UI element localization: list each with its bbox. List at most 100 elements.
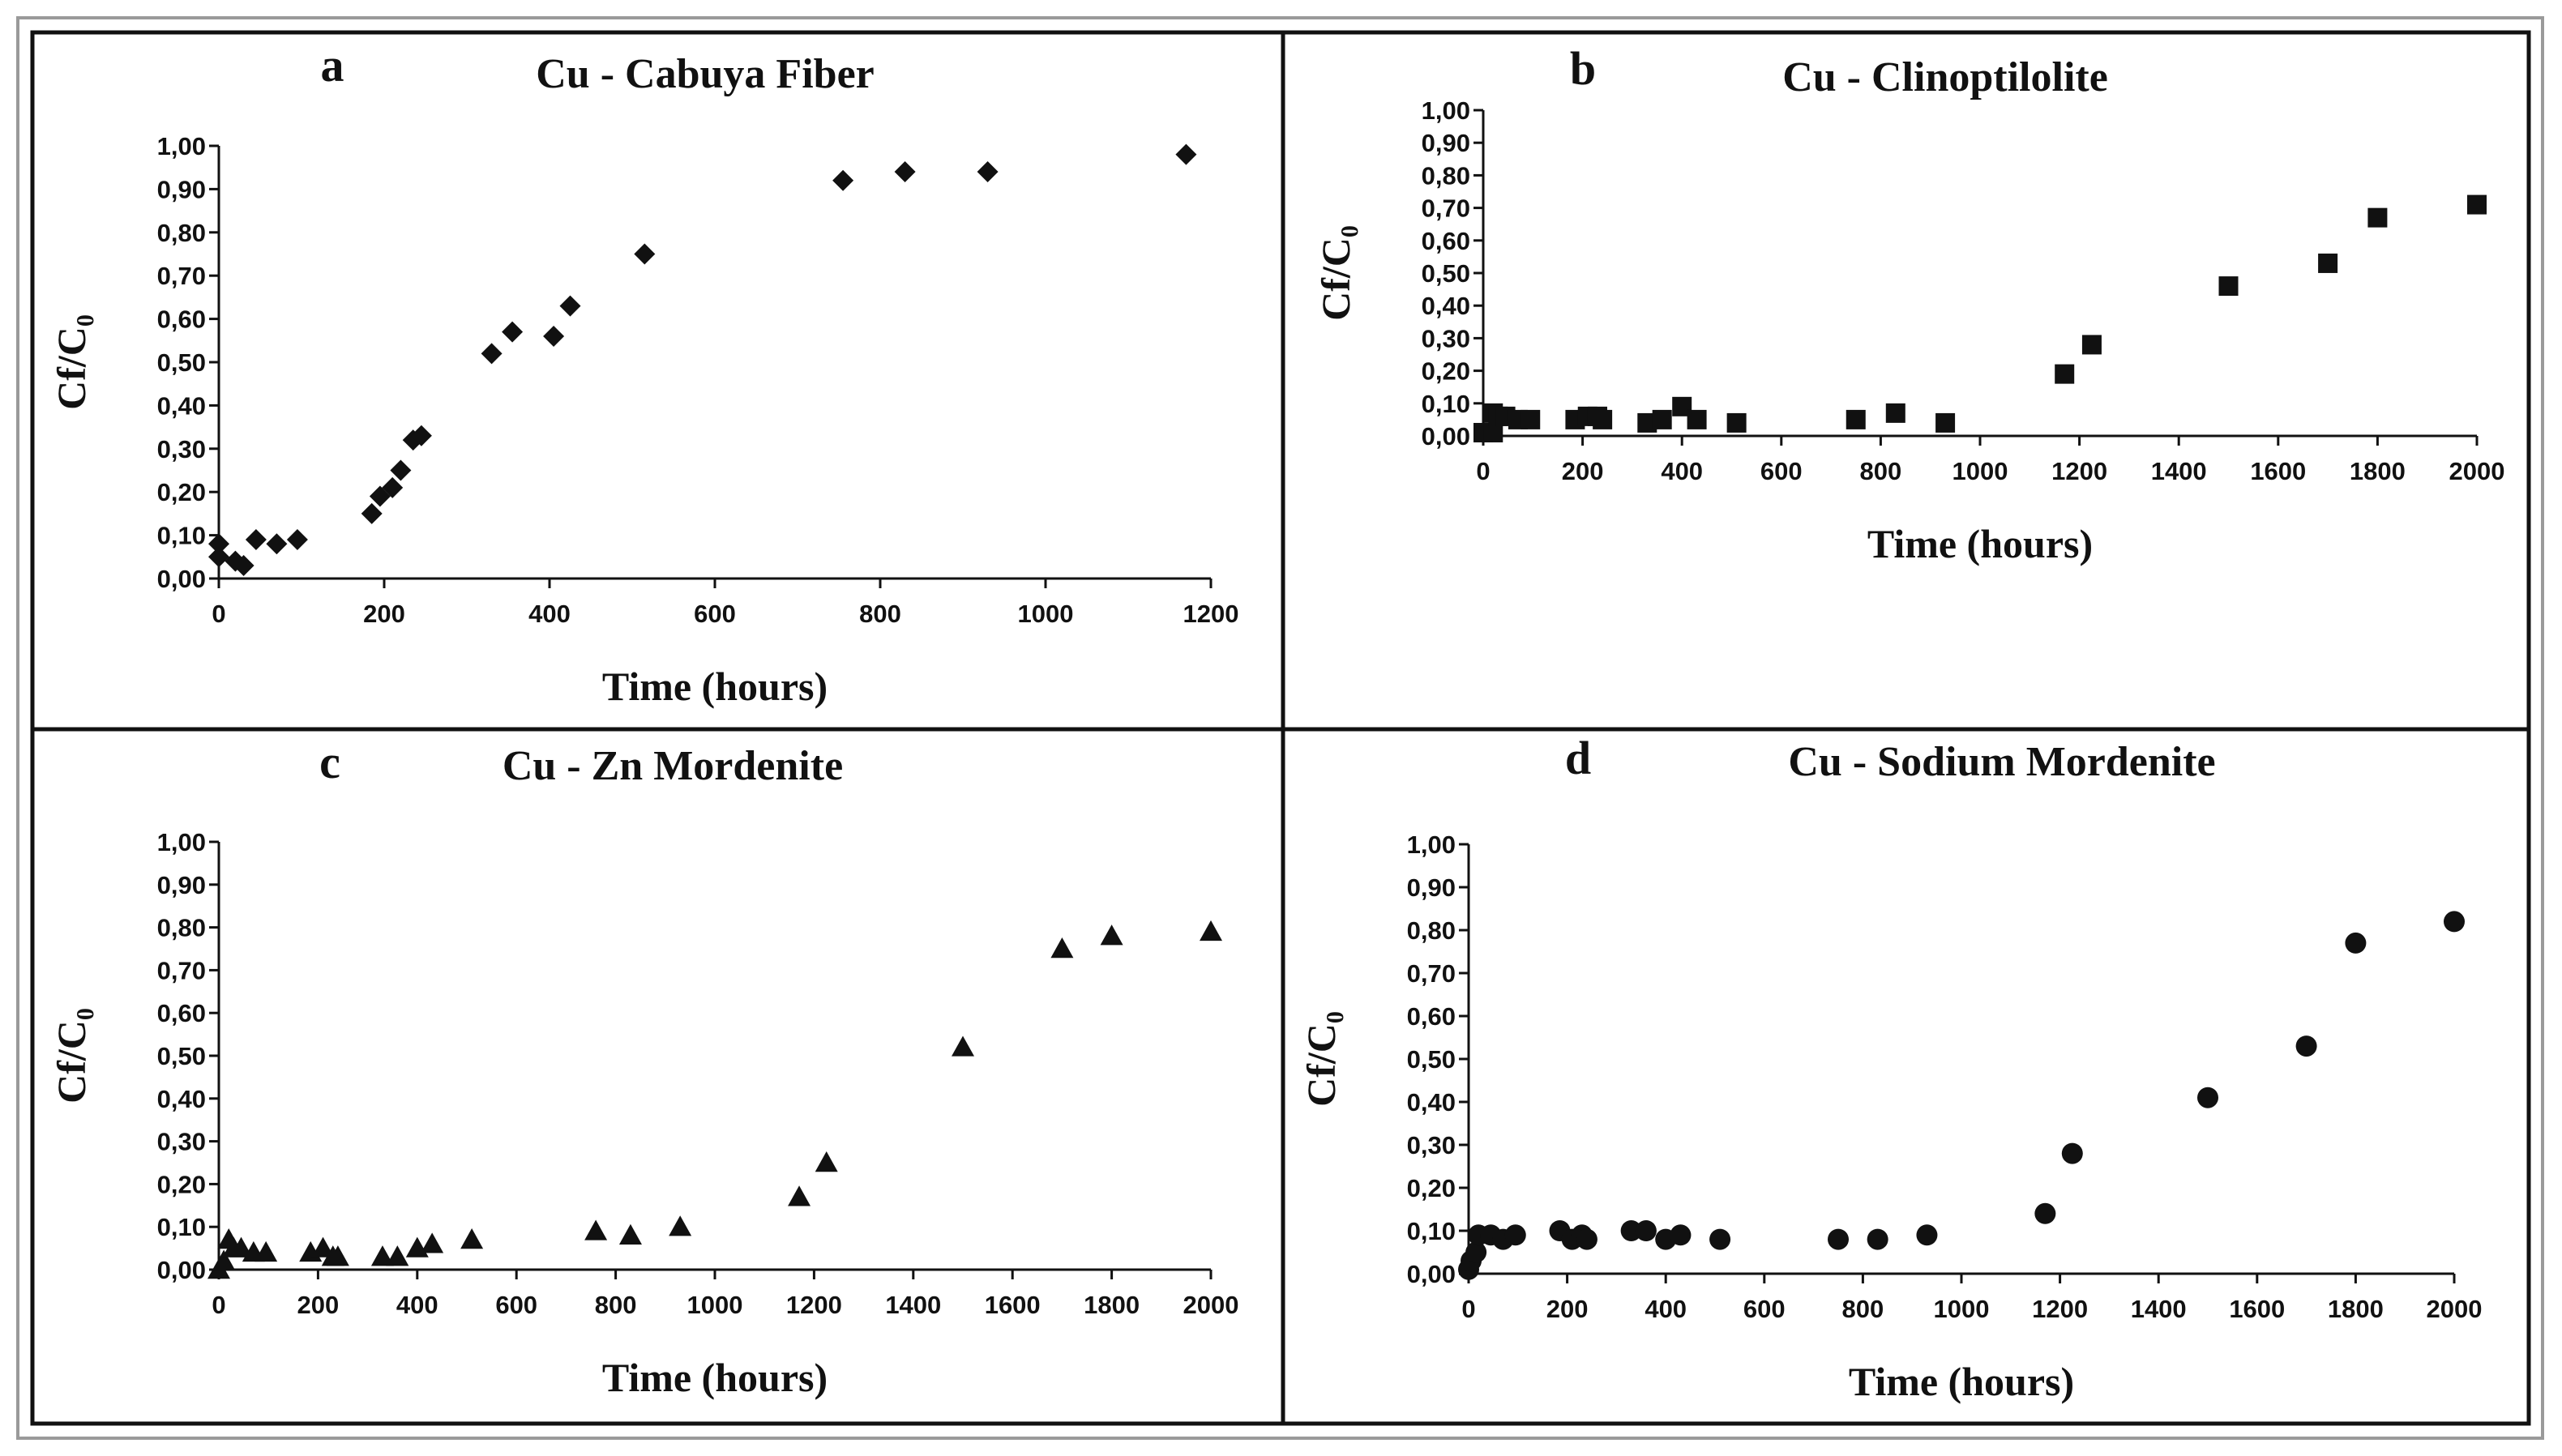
diamond-marker (1175, 143, 1197, 165)
square-marker (2218, 276, 2239, 297)
x-tick-label: 800 (859, 600, 901, 628)
diamond-marker (832, 169, 854, 191)
x-tick-label: 1400 (2131, 1295, 2187, 1323)
y-tick-label: 0,40 (157, 1085, 206, 1113)
y-tick-label: 0,20 (157, 478, 206, 506)
x-tick-label: 600 (1760, 457, 1803, 485)
triangle-marker (1100, 924, 1123, 946)
x-tick-label: 200 (1546, 1295, 1589, 1323)
y-tick-label: 1,00 (157, 132, 206, 160)
x-tick-label: 0 (212, 1291, 225, 1319)
diamond-marker (559, 295, 581, 317)
diamond-marker (286, 528, 308, 550)
y-tick-label: 0,40 (1407, 1088, 1456, 1117)
y-tick-label: 0,90 (1422, 129, 1470, 157)
y-tick-label: 0,10 (157, 1213, 206, 1241)
chart-panel-b: 0,00 0,10 0,20 0,30 0,40 0,50 0,60 0,70 0,80 0,90… (1313, 42, 2504, 566)
diamond-marker (361, 502, 383, 524)
diamond-marker (208, 546, 229, 568)
triangle-marker (815, 1151, 838, 1172)
y-tick-label: 1,00 (1407, 830, 1456, 859)
triangle-marker (669, 1215, 692, 1236)
y-tick-label: 0,30 (157, 1128, 206, 1156)
triangle-marker (254, 1240, 278, 1262)
circle-marker (1504, 1224, 1526, 1246)
triangle-marker (370, 1245, 394, 1266)
y-tick-label: 0,50 (1422, 259, 1470, 288)
square-marker (1521, 409, 1541, 429)
x-tick-label: 1600 (985, 1291, 1041, 1319)
circle-marker (1670, 1224, 1692, 1246)
y-tick-label: 0,90 (157, 175, 206, 203)
square-marker (2055, 364, 2075, 384)
square-marker (1885, 403, 1905, 423)
y-tick-label: 0,00 (1407, 1260, 1456, 1288)
triangle-marker (584, 1219, 608, 1240)
x-tick-label: 0 (212, 600, 225, 628)
x-tick-label: 600 (694, 600, 736, 628)
x-tick-label: 1000 (1934, 1295, 1990, 1323)
x-tick-label: 200 (1562, 457, 1604, 485)
circle-marker (2295, 1035, 2317, 1057)
x-tick-label: 0 (1461, 1295, 1475, 1323)
y-tick-label: 0,70 (157, 262, 206, 290)
circle-marker (2197, 1087, 2218, 1108)
triangle-marker (326, 1245, 349, 1266)
y-tick-label: 0,30 (1422, 324, 1470, 352)
y-tick-label: 0,50 (157, 1042, 206, 1070)
x-tick-label: 1600 (2229, 1295, 2285, 1323)
x-tick-label: 1200 (786, 1291, 842, 1319)
y-tick-label: 0,60 (157, 305, 206, 334)
x-tick-label: 800 (595, 1291, 637, 1319)
triangle-marker (1200, 920, 1222, 941)
diamond-marker (266, 533, 288, 555)
x-tick-label: 200 (363, 600, 405, 628)
x-tick-label: 0 (1476, 457, 1490, 485)
x-tick-label: 1200 (2032, 1295, 2088, 1323)
diamond-marker (481, 343, 503, 365)
chart-title: Cu - Cabuya Fiber (536, 51, 874, 97)
square-marker (2367, 207, 2388, 228)
circle-marker (1635, 1220, 1657, 1241)
y-tick-label: 0,50 (157, 348, 206, 377)
x-tick-label: 1400 (885, 1291, 941, 1319)
x-tick-label: 800 (1842, 1295, 1884, 1323)
diamond-marker (543, 325, 565, 347)
square-marker (2467, 194, 2487, 215)
x-tick-label: 1400 (2151, 457, 2207, 485)
y-tick-label: 0,60 (1422, 227, 1470, 255)
y-axis-title: Cf/C₀ (49, 314, 94, 410)
y-axis-title: Cf/C₀ (1298, 1011, 1344, 1107)
diamond-marker (894, 161, 916, 183)
x-tick-label: 600 (495, 1291, 537, 1319)
x-tick-label: 800 (1860, 457, 1902, 485)
y-tick-label: 0,60 (1407, 1002, 1456, 1031)
panels-layer: 0,00 0,10 0,20 0,30 0,40 0,50 0,60 0,70 0,80 0,90… (49, 39, 2504, 1404)
chart-title: Cu - Zn Mordenite (503, 743, 843, 789)
circle-marker (2061, 1142, 2083, 1164)
y-tick-label: 0,40 (157, 391, 206, 420)
triangle-marker (311, 1236, 335, 1257)
y-tick-label: 0,80 (1422, 161, 1470, 190)
diamond-marker (208, 533, 229, 555)
circle-marker (1916, 1224, 1938, 1246)
x-tick-label: 2000 (1183, 1291, 1239, 1319)
y-tick-label: 0,90 (157, 871, 206, 899)
circle-marker (1709, 1228, 1731, 1250)
circle-marker (1576, 1228, 1598, 1250)
chart-panel-d: 0,00 0,10 0,20 0,30 0,40 0,50 0,60 0,70 0,80 0,90… (1298, 732, 2482, 1404)
circle-marker (2345, 932, 2367, 954)
y-tick-label: 0,10 (1407, 1217, 1456, 1245)
triangle-marker (212, 1249, 236, 1270)
panel-letter: c (319, 736, 340, 788)
x-tick-label: 1000 (687, 1291, 743, 1319)
diamond-marker (245, 528, 267, 550)
square-marker (1593, 409, 1613, 429)
diamond-marker (977, 161, 999, 183)
x-tick-label: 400 (1645, 1295, 1687, 1323)
x-tick-label: 600 (1743, 1295, 1786, 1323)
circle-marker (2034, 1202, 2056, 1224)
y-tick-label: 0,60 (157, 999, 206, 1027)
triangle-marker (421, 1232, 444, 1253)
x-tick-label: 1800 (2328, 1295, 2384, 1323)
